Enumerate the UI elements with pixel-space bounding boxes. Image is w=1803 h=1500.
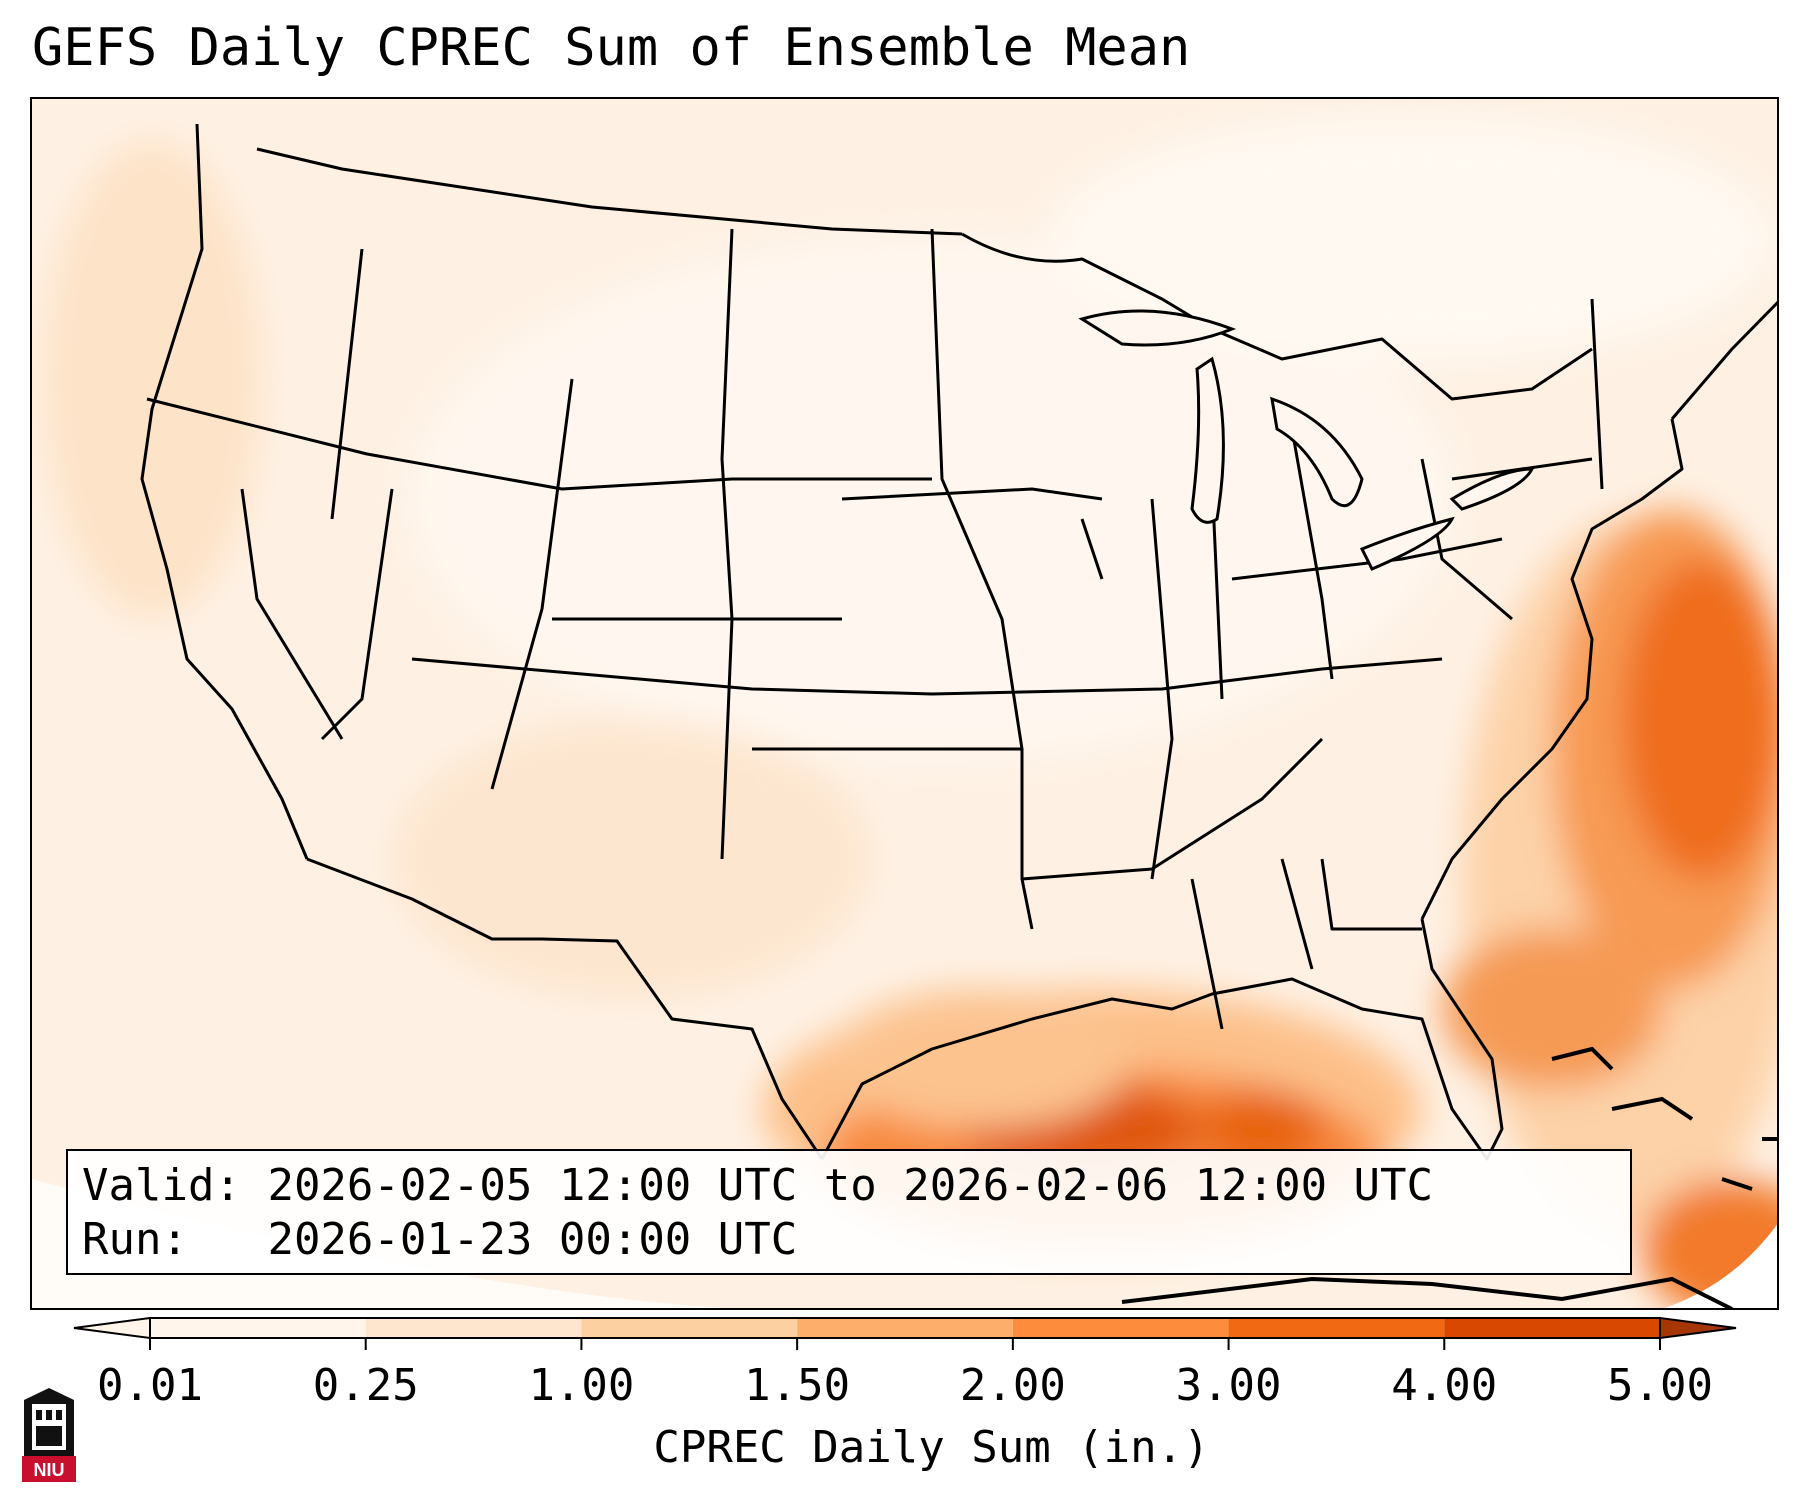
map-title: GEFS Daily CPREC Sum of Ensemble Mean: [32, 18, 1191, 78]
colorbar-segment: [1228, 1318, 1445, 1338]
colorbar-tick-label: 2.00: [959, 1360, 1066, 1411]
caribbean-islands: [1121, 1046, 1777, 1308]
run-value: 2026-01-23 00:00 UTC: [267, 1214, 798, 1265]
colorbar-extend-high: [1659, 1316, 1737, 1340]
colorbar-segment: [1444, 1318, 1660, 1338]
state-borders: [140, 123, 1777, 1161]
colorbar-segments: [73, 1316, 1737, 1350]
colorbar-segment: [1012, 1318, 1229, 1338]
colorbar-outline: [149, 1317, 1661, 1339]
colorbar-tick-label: 1.00: [528, 1360, 635, 1411]
colorbar-segment: [797, 1318, 1013, 1338]
colorbar-segment: [365, 1318, 582, 1338]
colorbar-tick-label: 1.50: [744, 1360, 851, 1411]
run-label: Run:: [82, 1214, 188, 1265]
colorbar: [73, 1316, 1737, 1350]
valid-run-box: Valid: 2026-02-05 12:00 UTC to 2026-02-0…: [66, 1149, 1632, 1275]
colorbar-tick-label: 0.25: [312, 1360, 419, 1411]
colorbar-tick-label: 5.00: [1607, 1360, 1713, 1411]
colorbar-tick-label: 0.01: [97, 1360, 203, 1411]
colorbar-tick-label: 3.00: [1175, 1360, 1282, 1411]
valid-label: Valid:: [82, 1160, 241, 1211]
colorbar-tick-label: 4.00: [1391, 1360, 1498, 1411]
colorbar-segment: [150, 1318, 366, 1338]
colorbar-extend-low: [73, 1316, 151, 1340]
precip-map: [30, 97, 1779, 1310]
colorbar-label: CPREC Daily Sum (in.): [653, 1422, 1210, 1473]
colorbar-segment: [581, 1318, 798, 1338]
map-canvas: [32, 99, 1777, 1308]
great-lakes: [1078, 309, 1535, 571]
valid-value: 2026-02-05 12:00 UTC to 2026-02-06 12:00…: [267, 1160, 1434, 1211]
logo-text: NIU: [34, 1460, 65, 1480]
niu-logo: NIU: [22, 1388, 76, 1482]
